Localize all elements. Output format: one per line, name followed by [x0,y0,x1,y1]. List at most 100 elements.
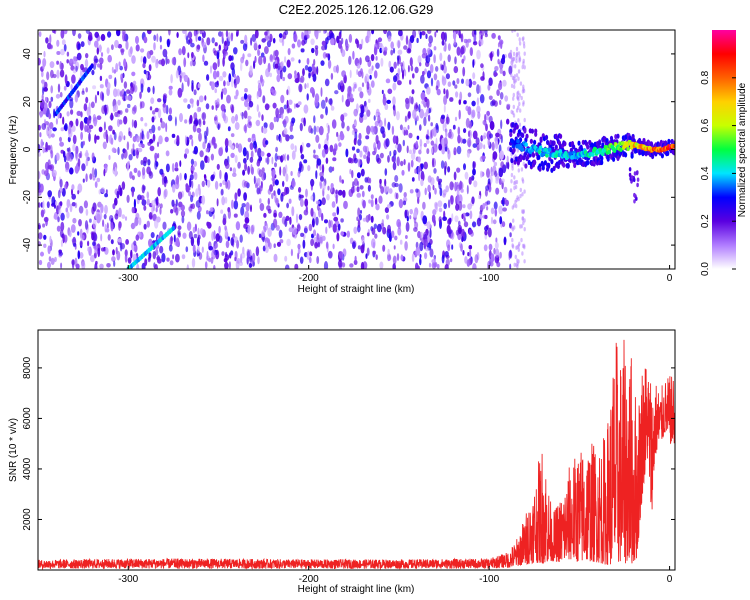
heatmap-noise-cell [495,132,500,138]
heatmap-noise-cell [460,243,463,252]
heatmap-noise-cell [133,167,138,173]
heatmap-noise-cell [256,187,261,195]
heatmap-noise-cell [383,46,388,52]
heatmap-noise-cell [171,163,175,173]
heatmap-noise-cell [110,239,114,245]
heatmap-noise-cell [286,238,291,247]
heatmap-noise-cell [340,114,345,122]
heatmap-noise-cell [168,30,171,36]
heatmap-noise-cell [100,203,104,214]
heatmap-noise-cell [178,48,183,56]
heatmap-noise-cell [400,254,404,261]
heatmap-noise-cell [472,263,477,269]
colorbar-tick-label: 0.4 [700,166,711,180]
heatmap-noise-cell [127,257,132,264]
heatmap-noise-cell [417,165,421,175]
heatmap-noise-cell [449,97,454,102]
heatmap-noise-cell [243,192,248,201]
heatmap-noise-cell [332,166,335,172]
heatmap-noise-cell [325,226,328,234]
heatmap-noise-cell [103,213,107,220]
heatmap-noise-cell [495,237,498,243]
y-tick-label: -40 [22,237,33,252]
heatmap-noise-cell [398,183,403,193]
heatmap-noise-cell [38,57,41,66]
heatmap-noise-cell [253,40,258,50]
heatmap-noise-cell [412,73,415,79]
heatmap-noise-cell [208,257,212,263]
heatmap-noise-cell [230,32,234,42]
heatmap-noise-cell [230,77,234,88]
heatmap-noise-cell [284,218,288,227]
heatmap-noise-cell [411,253,415,263]
heatmap-noise-cell [422,70,425,76]
heatmap-noise-cell [325,157,329,164]
heatmap-noise-cell [331,201,336,208]
heatmap-noise-cell [478,142,483,150]
heatmap-noise-cell [425,247,430,252]
heatmap-noise-cell [314,242,318,249]
heatmap-noise-cell [120,48,124,56]
heatmap-noise-cell [42,107,47,115]
heatmap-noise-cell [264,46,269,55]
heatmap-noise-cell [228,73,232,83]
heatmap-signal-point [601,151,605,157]
heatmap-noise-cell [282,65,287,73]
heatmap-noise-cell [76,52,82,61]
heatmap-noise-cell [90,101,95,109]
heatmap-noise-cell [100,52,104,57]
heatmap-noise-cell [62,233,65,244]
heatmap-noise-cell [330,183,334,189]
heatmap-noise-cell [423,116,427,127]
heatmap-noise-cell [300,232,305,237]
heatmap-noise-cell [107,234,111,241]
heatmap-noise-cell [286,154,290,161]
heatmap-noise-cell [59,61,62,70]
heatmap-noise-cell [466,184,469,195]
heatmap-noise-cell [457,134,461,144]
heatmap-noise-cell [365,253,368,259]
heatmap-noise-cell [202,120,206,126]
heatmap-noise-cell [209,207,214,213]
heatmap-noise-cell [85,53,89,59]
heatmap-noise-cell [517,118,520,123]
heatmap-signal-point [520,147,525,152]
y-tick-label: 8000 [22,356,33,379]
heatmap-noise-cell [379,42,383,48]
heatmap-noise-cell [290,171,293,176]
heatmap-noise-cell [405,100,410,110]
heatmap-noise-cell [157,126,161,131]
heatmap-noise-cell [314,154,319,160]
heatmap-noise-cell [52,73,57,79]
heatmap-x-axis-label: Height of straight line (km) [298,284,415,295]
heatmap-noise-cell [520,237,523,243]
heatmap-noise-cell [199,150,204,158]
heatmap-noise-cell [520,95,523,101]
heatmap-noise-cell [514,64,517,69]
heatmap-noise-cell [392,255,397,265]
heatmap-noise-cell [123,135,126,141]
heatmap-noise-cell [247,165,251,175]
heatmap-noise-cell [486,110,490,117]
heatmap-noise-cell [252,252,256,263]
heatmap-noise-cell [267,238,271,248]
heatmap-noise-cell [218,225,221,234]
heatmap-noise-cell [397,221,402,230]
heatmap-noise-cell [112,105,116,113]
heatmap-noise-cell [288,227,294,233]
heatmap-noise-cell [264,31,268,36]
heatmap-noise-cell [297,170,301,178]
heatmap-noise-cell [57,83,61,93]
heatmap-noise-cell [291,150,296,160]
heatmap-noise-cell [80,41,85,48]
heatmap-noise-cell [471,221,477,228]
heatmap-noise-cell [473,34,477,42]
heatmap-noise-cell [259,203,265,211]
heatmap-noise-cell [392,96,396,106]
heatmap-noise-cell [99,75,103,81]
heatmap-noise-cell [212,70,218,80]
heatmap-noise-cell [431,214,436,224]
heatmap-noise-cell [234,122,240,130]
heatmap-noise-cell [135,135,140,143]
